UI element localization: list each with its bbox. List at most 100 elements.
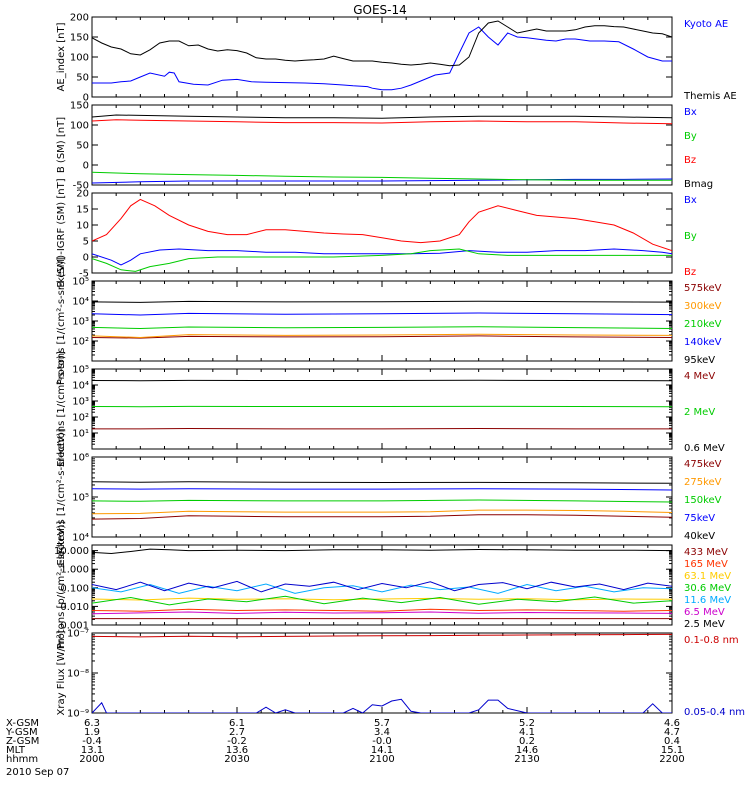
footer-cell: 2130 (514, 754, 539, 765)
footer-cell: 0.2 (519, 736, 535, 747)
y-tick-label: 10⁴ (72, 533, 89, 544)
legend-label: By (684, 131, 697, 142)
series-line-6-5-mev (92, 611, 672, 615)
legend-label: 575keV (684, 283, 722, 294)
legend-label: 275keV (684, 477, 722, 488)
series-line-themis-ae (92, 20, 672, 67)
series-line-165-mev (92, 608, 672, 612)
legend-label: 165 MeV (684, 559, 728, 570)
series-line-11-6-mev (92, 583, 672, 594)
y-tick-label: 10⁴ (72, 381, 89, 392)
footer-cell: -0.4 (82, 736, 102, 747)
footer-row-label: X-GSM (6, 718, 39, 729)
series-line-unlabeled (92, 580, 672, 593)
y-tick-label: 10³ (72, 397, 89, 408)
series-line-bz (92, 198, 672, 252)
y-tick-label: -5 (79, 269, 89, 280)
series-line-300kev (92, 333, 672, 339)
y-tick-label: 10² (72, 413, 89, 424)
series-line-575kev (92, 335, 672, 339)
series-line-150kev (92, 499, 672, 503)
footer-cell: 15.1 (661, 745, 683, 756)
figure-title: GOES-14 (353, 3, 407, 17)
series-line-275kev (92, 509, 672, 515)
series-group (92, 198, 672, 272)
y-tick-label: 150 (70, 33, 89, 44)
y-tick-label: 5 (83, 237, 89, 248)
y-tick-label: 150 (70, 101, 89, 112)
y-tick-label: 100 (70, 121, 89, 132)
legend-label: 75keV (684, 513, 715, 524)
y-axis-label: Xray Flux [W/m²] (56, 630, 67, 715)
series-line-bz (92, 119, 672, 125)
footer-cell: 3.4 (374, 727, 390, 738)
series-line-475kev (92, 514, 672, 520)
series-line-30-6-mev (92, 595, 672, 606)
series-line-210kev (92, 326, 672, 330)
y-axis-label: AE_index [nT] (56, 22, 67, 91)
legend-label: 2.5 MeV (684, 619, 725, 630)
series-group (92, 481, 672, 520)
footer-cell: -0.2 (227, 736, 247, 747)
footer-cell: 2030 (224, 754, 249, 765)
legend-label: By (684, 231, 697, 242)
legend-label: 4 MeV (684, 371, 715, 382)
legend-label: 63.1 MeV (684, 571, 731, 582)
legend-label: 6.5 MeV (684, 607, 725, 618)
legend-label: 300keV (684, 301, 722, 312)
legend-label: Bx (684, 195, 697, 206)
legend-label: Bmag (684, 179, 713, 190)
footer-cell: 6.3 (84, 718, 100, 729)
series-line-kyoto-ae (92, 26, 672, 91)
panel-frame (91, 104, 673, 186)
series-group (92, 20, 672, 91)
legend-label: 40keV (684, 531, 715, 542)
y-tick-label: 0 (83, 161, 89, 172)
y-tick-label: 0.100 (60, 583, 89, 594)
footer-cell: 4.1 (519, 727, 535, 738)
y-tick-label: 50 (76, 141, 89, 152)
footer-cell: 13.6 (226, 745, 248, 756)
legend-label: Themis AE (683, 91, 737, 102)
legend-label: 140keV (684, 337, 722, 348)
legend-label: 210keV (684, 319, 722, 330)
panel-frame (91, 280, 673, 362)
y-tick-label: 15 (76, 205, 89, 216)
footer-cell: 0.4 (664, 736, 680, 747)
series-group (92, 300, 672, 339)
legend-label: 2 MeV (684, 407, 715, 418)
y-tick-label: 10¹ (72, 429, 89, 440)
y-tick-label: 0.001 (60, 621, 89, 632)
y-tick-label: 10⁻⁹ (67, 709, 89, 720)
legend-label: 0.05-0.4 nm (684, 707, 745, 718)
y-tick-label: 100 (70, 53, 89, 64)
series-line-bmag (92, 114, 672, 119)
legend-label: 150keV (684, 495, 722, 506)
legend-label: Kyoto AE (684, 19, 728, 30)
y-tick-label: 10⁶ (72, 453, 89, 464)
y-tick-label: 0 (83, 253, 89, 264)
panel-6: 10⁴ 10⁵ 10⁶ Electrons [1/(cm²-s-sr-keV)] 475… (56, 428, 722, 565)
y-axis-label: Electrons [1/(cm²-s-sr)] (56, 351, 67, 467)
footer-cell: 13.1 (81, 745, 103, 756)
series-group (92, 379, 672, 430)
legend-label: Bx (684, 107, 697, 118)
series-line-bx (92, 178, 672, 184)
y-tick-label: -50 (73, 181, 89, 192)
footer-cell: 2100 (369, 754, 394, 765)
footer-cell: 5.7 (374, 718, 390, 729)
series-line-0-1-0-8-nm (92, 633, 672, 638)
y-tick-label: 10⁴ (72, 297, 89, 308)
footer-cell: 6.1 (229, 718, 245, 729)
series-line-95kev (92, 300, 672, 303)
series-group (92, 114, 672, 184)
series-line-2-5-mev (92, 548, 672, 555)
y-axis-label: B (SM) [nT] (56, 117, 67, 173)
y-tick-label: 10⁵ (72, 493, 89, 504)
